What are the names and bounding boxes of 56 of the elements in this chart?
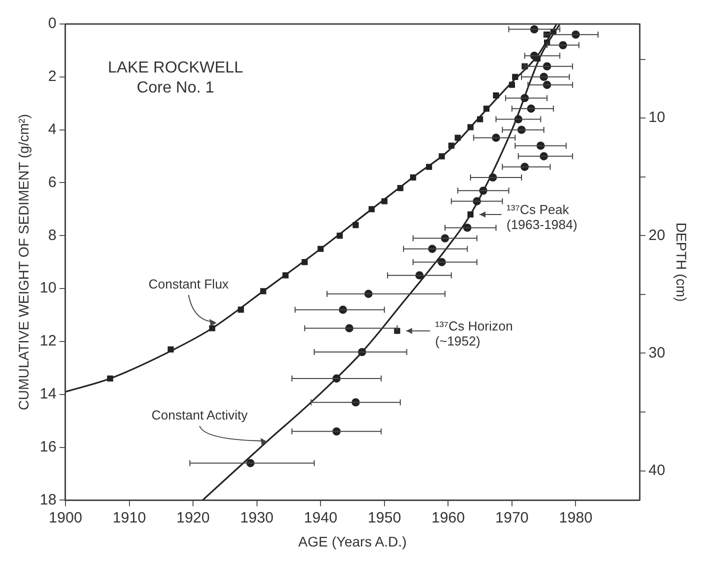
y-tick-label: 16 <box>40 438 56 456</box>
point <box>336 232 343 239</box>
y2-tick-label: 20 <box>648 226 666 244</box>
x-tick-label: 1970 <box>495 509 529 526</box>
point <box>454 134 461 141</box>
point <box>512 74 518 80</box>
y2-tick-label: 30 <box>648 344 666 362</box>
y-tick-label: 8 <box>48 226 56 244</box>
y-tick-label: 18 <box>40 491 56 508</box>
point <box>397 184 404 192</box>
x-tick-label: 1900 <box>48 509 82 526</box>
point <box>209 325 216 332</box>
point <box>426 164 432 170</box>
point <box>492 92 500 98</box>
point <box>381 198 388 204</box>
y-tick-label: 10 <box>40 280 56 297</box>
point <box>438 153 445 160</box>
point <box>508 82 515 88</box>
y-tick-label: 14 <box>40 386 56 403</box>
x-tick-label: 1980 <box>559 509 592 526</box>
y-tick-label: 0 <box>48 15 56 32</box>
y-axis-title: CUMULATIVE WEIGHT OF SEDIMENT (g/cm²) <box>15 114 32 410</box>
x-tick-label: 1910 <box>112 509 146 526</box>
point <box>238 306 244 313</box>
text: LAKE ROCKWELL Core No. 1 <box>108 59 244 96</box>
y-tick-label: 2 <box>48 68 56 86</box>
point <box>260 288 266 294</box>
point <box>534 55 541 62</box>
x-tick-label: 1940 <box>304 509 338 526</box>
point <box>107 375 114 382</box>
point <box>477 116 484 122</box>
y-tick-label: 4 <box>48 120 56 138</box>
y2-tick-label: 10 <box>648 109 666 126</box>
annotation: Constant Flux <box>148 276 230 292</box>
y2-axis-title: DEPTH (cm) <box>674 222 690 302</box>
annotation: ¹³⁷Cs Peak (1963-1984) <box>506 202 578 232</box>
annotation: Constant Activity <box>152 408 248 423</box>
point <box>352 222 359 228</box>
point <box>168 346 174 352</box>
annotation: ¹³⁷Cs Horizon (~1952) <box>435 318 513 348</box>
point <box>368 206 375 212</box>
point <box>282 272 289 278</box>
x-tick-label: 1920 <box>176 509 210 526</box>
x-tick-label: 1930 <box>240 509 274 526</box>
x-axis-title: AGE (Years A.D.) <box>298 533 407 550</box>
point <box>483 106 490 112</box>
x-tick-label: 1960 <box>431 509 465 526</box>
y2-tick-label: 40 <box>648 462 666 479</box>
y-tick-label: 12 <box>40 332 56 350</box>
point <box>318 246 324 252</box>
point <box>302 259 308 266</box>
x-tick-label: 1950 <box>368 509 402 526</box>
point <box>448 142 454 149</box>
point <box>467 124 474 130</box>
y-tick-label: 6 <box>48 174 56 191</box>
point <box>410 174 416 180</box>
